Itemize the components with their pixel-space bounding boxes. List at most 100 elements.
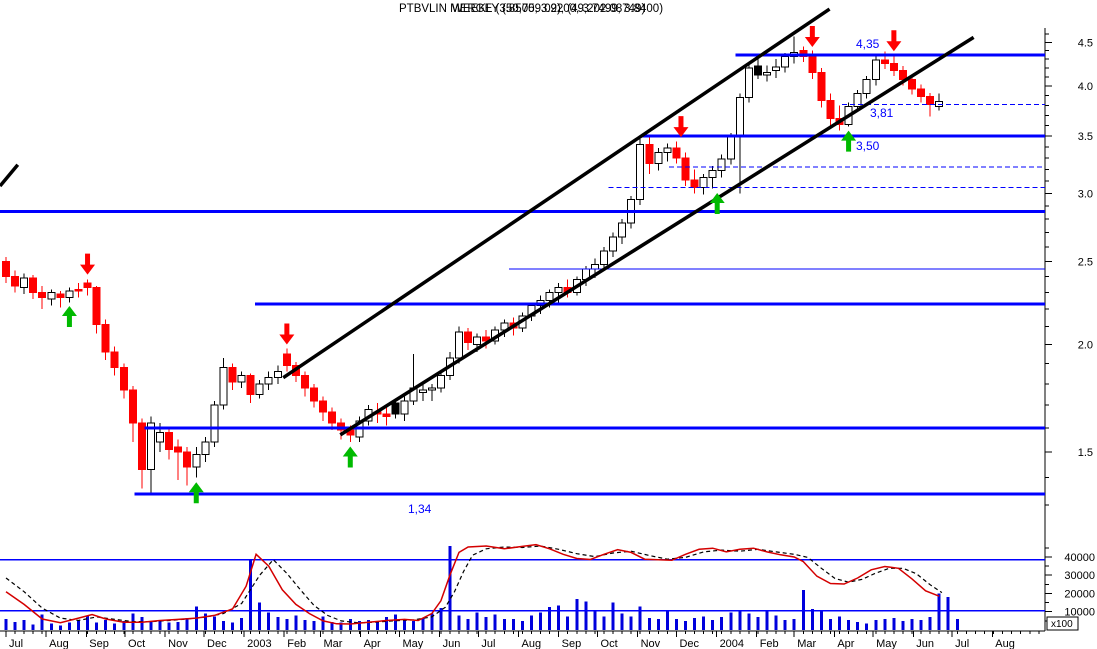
candle-body bbox=[400, 400, 409, 415]
volume-bar bbox=[729, 612, 733, 630]
volume-bar bbox=[448, 546, 452, 630]
candle-body bbox=[11, 276, 20, 287]
volume-bar bbox=[910, 619, 914, 630]
candle-body bbox=[101, 324, 110, 353]
candle-body bbox=[146, 422, 155, 471]
volume-bar bbox=[113, 623, 117, 630]
candle-body bbox=[65, 290, 74, 298]
month-label: Aug bbox=[522, 638, 542, 649]
candle-body bbox=[20, 277, 29, 289]
volume-bar bbox=[203, 613, 207, 630]
volume-tick-label: 20000 bbox=[1064, 588, 1095, 600]
candle-body bbox=[137, 422, 146, 471]
candle-body bbox=[219, 367, 228, 406]
candle-body bbox=[889, 63, 898, 72]
volume-bar bbox=[167, 622, 171, 630]
month-label: Nov bbox=[168, 638, 188, 649]
volume-bar bbox=[865, 623, 869, 630]
volume-bar bbox=[747, 613, 751, 630]
candle-body bbox=[681, 157, 690, 181]
signal-arrows bbox=[61, 25, 902, 504]
candle-body bbox=[282, 353, 291, 367]
price-tick-label: 1.5 bbox=[1078, 447, 1093, 459]
candle-body bbox=[2, 260, 10, 278]
candle-body bbox=[319, 400, 328, 413]
volume-bar bbox=[412, 620, 416, 630]
volume-bar bbox=[158, 620, 162, 630]
volume-tick-label: 30000 bbox=[1064, 570, 1095, 582]
volume-bar bbox=[838, 616, 842, 630]
volume-bar bbox=[76, 620, 80, 630]
volume-bar bbox=[665, 611, 669, 630]
buy-signal-arrow bbox=[841, 130, 857, 152]
volume-bar bbox=[421, 618, 425, 630]
month-label: Sep bbox=[562, 638, 582, 649]
volume-bar bbox=[104, 619, 108, 630]
volume-bar bbox=[176, 621, 180, 630]
volume-bar bbox=[294, 615, 298, 630]
volume-bar bbox=[430, 613, 434, 630]
month-label: Mar bbox=[797, 638, 816, 649]
candle-body bbox=[654, 151, 663, 165]
buy-signal-arrow bbox=[188, 482, 204, 504]
volume-bar bbox=[86, 615, 90, 630]
month-label: Oct bbox=[601, 638, 618, 649]
volume-ma-line bbox=[5, 543, 940, 625]
price-tick-label: 3.5 bbox=[1078, 131, 1093, 143]
candle-body bbox=[427, 387, 436, 391]
month-label: 2004 bbox=[720, 638, 744, 649]
candle-body bbox=[880, 59, 889, 65]
volume-bar bbox=[874, 619, 878, 630]
sell-signal-arrow bbox=[886, 30, 902, 52]
volume-bar bbox=[22, 619, 26, 630]
volume-bar bbox=[647, 618, 651, 630]
volume-bar bbox=[484, 617, 488, 630]
candle-body bbox=[210, 404, 219, 443]
candle-body bbox=[310, 387, 319, 402]
candle-body bbox=[455, 331, 463, 359]
volume-bar bbox=[285, 619, 289, 630]
candle-body bbox=[599, 250, 608, 265]
candles bbox=[2, 36, 944, 494]
candle-body bbox=[29, 277, 38, 293]
candle-body bbox=[808, 56, 817, 73]
candle-body bbox=[119, 367, 128, 391]
volume-bar bbox=[258, 602, 262, 630]
candle-body bbox=[726, 135, 735, 160]
volume-bar bbox=[13, 621, 17, 630]
volume-bar bbox=[58, 625, 62, 630]
candle-body bbox=[92, 287, 101, 326]
volume-bar bbox=[693, 618, 697, 630]
candle-body bbox=[156, 431, 165, 443]
volume-bar bbox=[756, 617, 760, 630]
candle-body bbox=[165, 431, 174, 450]
candle-body bbox=[391, 402, 400, 415]
buy-signal-arrow bbox=[342, 446, 358, 468]
candle-body bbox=[174, 446, 183, 453]
candle-body bbox=[237, 375, 246, 383]
month-label: 2003 bbox=[247, 638, 271, 649]
volume-bar bbox=[502, 619, 506, 630]
sell-signal-arrow bbox=[804, 25, 820, 47]
month-label: Mar bbox=[323, 638, 342, 649]
candle-body bbox=[273, 371, 282, 379]
volume-tick-label: 10000 bbox=[1064, 607, 1095, 619]
month-label: Nov bbox=[641, 638, 661, 649]
volume-bar bbox=[792, 619, 796, 630]
month-label: Apr bbox=[364, 638, 381, 649]
unit-box-label: x100 bbox=[1051, 619, 1073, 630]
volume-bar bbox=[584, 601, 588, 630]
volume-bar bbox=[457, 615, 461, 630]
candle-body bbox=[663, 147, 672, 153]
unit-box: x100 bbox=[1046, 616, 1079, 631]
candle-body bbox=[781, 56, 790, 68]
volume-bar bbox=[928, 617, 932, 630]
candle-body bbox=[744, 67, 753, 99]
volume-bar bbox=[95, 622, 99, 630]
volume-bar bbox=[185, 618, 189, 630]
volume-bar bbox=[520, 620, 524, 630]
volume-bar bbox=[711, 619, 715, 630]
candle-body bbox=[826, 99, 835, 119]
candle-body bbox=[772, 66, 781, 72]
volume-bar bbox=[221, 620, 225, 630]
